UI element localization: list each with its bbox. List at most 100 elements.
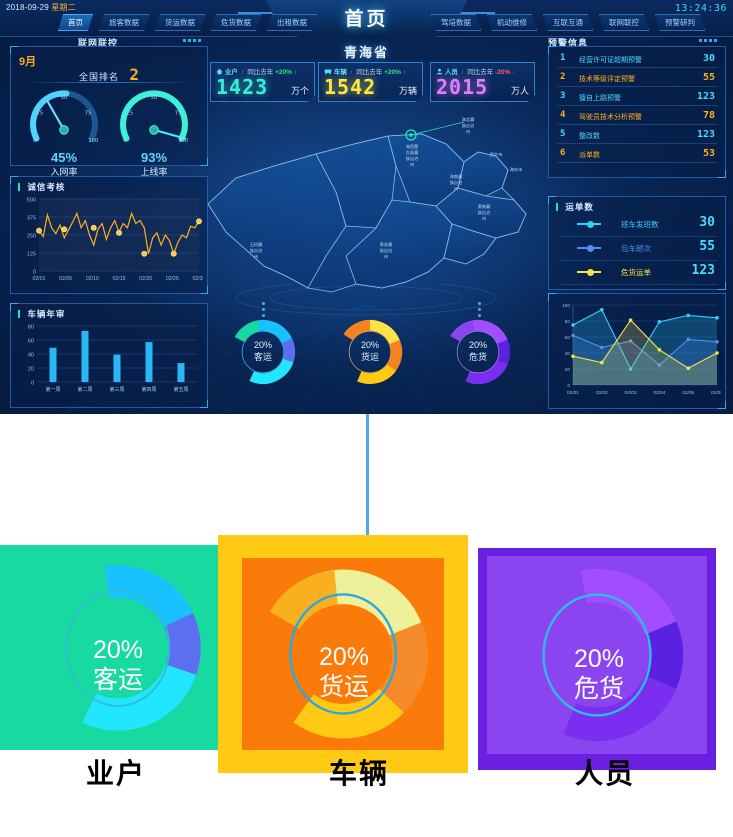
magnified-card-business[interactable]: 20% 客运 (0, 545, 238, 750)
warning-row-index: 2 (560, 72, 566, 82)
waybill-title: 运单数 (556, 201, 594, 213)
svg-text:02/25: 02/25 (166, 276, 179, 282)
donut-personnel-center: 20% 危货 (435, 340, 521, 363)
donut-business-pct: 20% (253, 340, 272, 350)
warning-row-count: 123 (696, 129, 715, 140)
magnified-card-vehicle[interactable]: 20% 货运 (218, 535, 468, 773)
nav-tab-left-2[interactable]: 货运数据 (155, 14, 205, 31)
credit-assessment-title: 诚信考核 (18, 181, 65, 193)
stat-card-personnel-delta: -20% (495, 69, 511, 76)
svg-text:02/03: 02/03 (625, 390, 637, 396)
warning-row[interactable]: 2 技术等级评定预警 55 (557, 70, 717, 87)
decor-dots-left (262, 302, 265, 317)
stat-card-personnel-name: 人员 (444, 69, 458, 76)
nav-tab-right-2[interactable]: 互联互通 (543, 14, 593, 31)
rank-label: 全国排名 (78, 72, 119, 82)
svg-text:02/10: 02/10 (86, 276, 99, 282)
svg-text:第四周: 第四周 (141, 386, 156, 393)
panel-waybill-trend: 0 20 40 60 80 100 02/01 02/02 02/03 02/04 02/05 02/… (548, 293, 726, 409)
nav-tab-left-0[interactable]: 首页 (58, 14, 93, 31)
gauge-network-access-label: 入网率 (50, 167, 78, 177)
nav-tab-right-0[interactable]: 驾培数据 (431, 14, 481, 31)
magnified-personnel-pct: 20% (573, 645, 625, 673)
warning-row[interactable]: 3 擅自上路预警 123 (557, 89, 717, 106)
svg-text:0: 0 (123, 138, 126, 144)
svg-text:第二周: 第二周 (77, 386, 92, 393)
lwlk-heading: 联网联控 (77, 38, 118, 48)
stat-card-vehicle-name: 车辆 (333, 69, 347, 76)
svg-text:州: 州 (454, 186, 458, 191)
magnified-personnel-type: 危货 (573, 675, 624, 703)
stat-card-business[interactable]: 业户 / 同比去年 +20% ↑ 1423 万个 (210, 62, 315, 102)
svg-text:02/02: 02/02 (596, 390, 608, 396)
vehicle-inspection-chart[interactable]: 0 20 40 60 80 第一周 第二周 第三周 第四周 第五周 (15, 320, 203, 404)
svg-text:02/01: 02/01 (567, 390, 579, 396)
svg-text:02/20: 02/20 (139, 276, 152, 282)
stat-card-personnel[interactable]: 人员 / 同比去年 -20% ↓ 2015 万人 (430, 62, 535, 102)
date-display: 2018-09-29 星期二 (6, 2, 76, 13)
svg-text:族自治: 族自治 (462, 122, 475, 129)
stat-card-personnel-unit: 万人 (510, 86, 529, 96)
waybill-row[interactable]: 班车发班数 30 (559, 214, 717, 237)
donut-personnel-type: 危货 (468, 352, 487, 362)
nav-tab-left-1[interactable]: 旅客数据 (99, 14, 149, 31)
svg-text:375: 375 (27, 216, 36, 222)
donut-personnel[interactable]: 20% 危货 人员 (435, 316, 521, 414)
svg-text:80: 80 (565, 319, 571, 325)
credit-assessment-chart[interactable]: 0 125 250 375 500 02/01 02/05 02/10 02/15 02/20 02… (15, 193, 203, 289)
stat-card-vehicle-header: 车辆 / 同比去年 +20% ↑ (324, 66, 406, 76)
svg-text:海西蒙: 海西蒙 (406, 143, 419, 150)
svg-text:果洛藏: 果洛藏 (380, 241, 393, 248)
waybill-row[interactable]: 危货运单 123 (559, 262, 717, 285)
warning-row[interactable]: 5 整改数 123 (557, 127, 717, 144)
magnified-donut-vehicle (258, 569, 428, 739)
svg-text:60: 60 (28, 339, 34, 345)
nav-tab-right-4[interactable]: 预警研判 (655, 14, 705, 31)
panel-credit-assessment: 诚信考核 0 125 250 375 500 02/01 02/05 02/10 02/15 02… (10, 176, 208, 294)
warning-row[interactable]: 4 驾驶员技术分析预警 78 (557, 108, 717, 125)
stat-card-vehicle[interactable]: 车辆 / 同比去年 +20% ↑ 1542 万辆 (318, 62, 423, 102)
svg-text:02/01: 02/01 (33, 276, 46, 282)
waybill-trend-chart[interactable]: 0 20 40 60 80 100 02/01 02/02 02/03 02/04 02/05 02/… (553, 299, 721, 403)
svg-text:海东市: 海东市 (510, 166, 523, 173)
svg-text:250: 250 (27, 234, 36, 240)
nav-tab-left-3[interactable]: 危货数据 (211, 14, 261, 31)
svg-text:02/05: 02/05 (711, 390, 721, 396)
magnified-card-personnel[interactable]: 20% 危货 (478, 548, 716, 770)
donut-business[interactable]: 20% 客运 业户 (220, 316, 306, 414)
title-accent-bar (556, 203, 558, 211)
gauge-network-access: 50 25 75 0 100 45% 入网率 (21, 85, 107, 178)
nav-tab-left-4[interactable]: 出租数据 (267, 14, 317, 31)
waybill-row-name: 危货运单 (621, 268, 651, 277)
nav-tabs-right: 驾培数据 机动维修 互联互通 联网联控 预警研判 (431, 14, 705, 31)
waybill-row[interactable]: 包车趟次 55 (559, 238, 717, 261)
stat-card-vehicle-compare: 同比去年 (356, 69, 383, 76)
svg-text:0: 0 (33, 138, 36, 144)
nav-tab-right-3[interactable]: 联网联控 (599, 14, 649, 31)
gauge-online-rate-value: 93% (140, 150, 168, 165)
stat-card-vehicle-value: 1542 (324, 75, 377, 99)
svg-text:02/04: 02/04 (653, 390, 665, 396)
svg-text:州: 州 (384, 254, 388, 259)
panel-dots (183, 39, 201, 42)
waybill-title-text: 运单数 (565, 202, 594, 212)
svg-text:第一周: 第一周 (45, 386, 60, 393)
legend-line-icon (577, 220, 601, 228)
panel-waybill-count: 运单数 班车发班数 30 包车趟次 55 危货运单 123 (548, 196, 726, 290)
svg-text:20: 20 (565, 367, 571, 373)
panel-vehicle-inspection: 车辆年审 0 20 40 60 80 第一周 第二周 第三周 第四周 第五周 (10, 303, 208, 408)
warning-row-count: 55 (702, 72, 715, 83)
donut-vehicle[interactable]: 20% 货运 车辆 (327, 316, 413, 414)
donut-vehicle-pct: 20% (360, 340, 379, 350)
donut-business-center: 20% 客运 (220, 340, 306, 363)
svg-text:02/15: 02/15 (113, 276, 126, 282)
warning-heading: 预警信息 (548, 38, 589, 48)
stat-card-business-unit: 万个 (290, 86, 309, 96)
map-marker[interactable] (405, 129, 417, 141)
stat-card-business-delta: +20% (275, 69, 292, 76)
warning-row[interactable]: 6 派单数 53 (557, 146, 717, 163)
svg-text:州: 州 (482, 216, 486, 221)
warning-row[interactable]: 1 经营许可证超期预警 30 (557, 51, 717, 68)
nav-tab-right-1[interactable]: 机动维修 (487, 14, 537, 31)
